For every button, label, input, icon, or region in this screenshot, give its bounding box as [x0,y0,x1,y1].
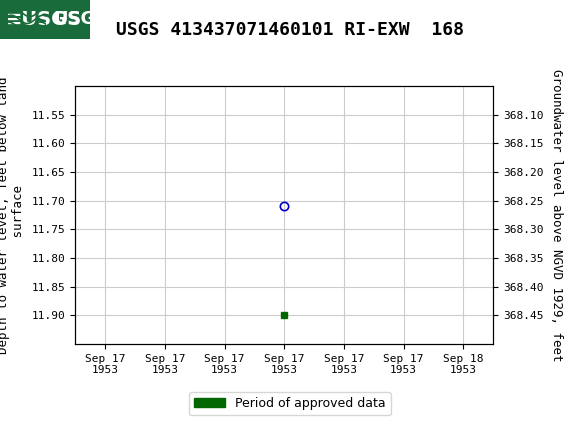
Legend: Period of approved data: Period of approved data [189,392,391,415]
Text: ≡USGS: ≡USGS [6,10,82,29]
Y-axis label: Groundwater level above NGVD 1929, feet: Groundwater level above NGVD 1929, feet [550,69,563,361]
Bar [0,0,90,39]
Y-axis label: Depth to water level, feet below land
 surface: Depth to water level, feet below land su… [0,76,25,354]
Text: USGS: USGS [54,10,109,28]
Text: USGS 413437071460101 RI-EXW  168: USGS 413437071460101 RI-EXW 168 [116,21,464,39]
